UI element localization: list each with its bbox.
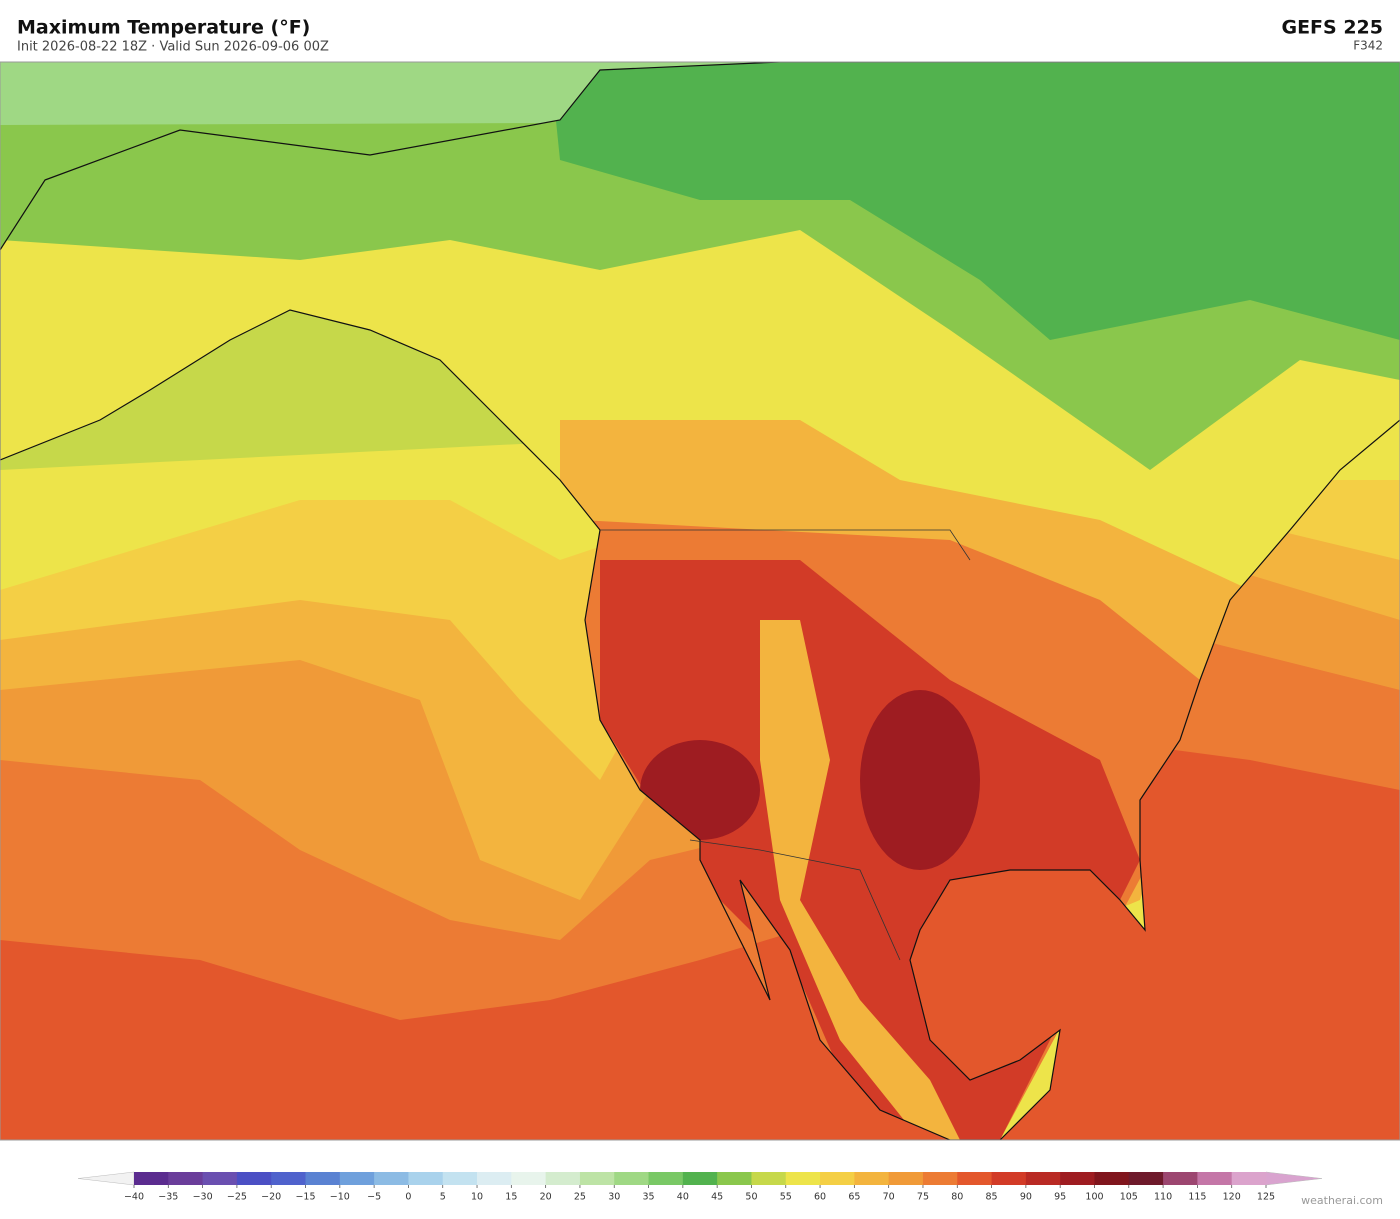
colorbar-tick-label: 10: [471, 1192, 483, 1203]
colorbar-bin: [1197, 1172, 1233, 1185]
colorbar-tick-label: 30: [608, 1192, 620, 1203]
colorbar-tick-label: 55: [780, 1192, 792, 1203]
forecast-hour: F342: [1353, 39, 1383, 53]
colorbar-bin: [1025, 1172, 1061, 1185]
title: Maximum Temperature (°F): [17, 17, 310, 39]
colorbar-bin: [477, 1172, 512, 1185]
colorbar-tick-label: 5: [440, 1192, 446, 1203]
colorbar-bin: [922, 1172, 958, 1185]
colorbar-tick-label: 125: [1257, 1192, 1275, 1203]
colorbar-bin: [614, 1172, 650, 1185]
colorbar-bin: [168, 1172, 204, 1185]
colorbar-under: [77, 1171, 135, 1186]
colorbar-bin: [820, 1172, 855, 1185]
colorbar-tick-label: −20: [261, 1192, 281, 1203]
land-band: [860, 690, 980, 870]
colorbar-tick-label: 80: [951, 1192, 963, 1203]
colorbar-tick-label: 115: [1188, 1192, 1206, 1203]
model-run: GEFS 225: [1281, 17, 1383, 39]
border: [689, 839, 901, 961]
land-band: [760, 620, 960, 1140]
border: [600, 529, 971, 561]
colorbar-bin: [1128, 1172, 1164, 1185]
map: [0, 62, 1400, 1140]
colorbar-bin: [271, 1172, 307, 1185]
colorbar-tick-label: 105: [1120, 1192, 1138, 1203]
colorbar-tick-label: 85: [986, 1192, 998, 1203]
map-frame: [0, 61, 1400, 1141]
colorbar-tick-label: 20: [540, 1192, 552, 1203]
colorbar-bin: [682, 1172, 718, 1185]
colorbar-bin: [339, 1172, 375, 1185]
colorbar-tick-label: 50: [745, 1192, 757, 1203]
colorbar-tick-label: 25: [574, 1192, 586, 1203]
colorbar-bin: [1163, 1172, 1198, 1185]
colorbar-tick-label: −30: [193, 1192, 213, 1203]
colorbar: −40 −35 −30 −25 −20 −15 −10 −5 0 5 10 15 20 25 30 35 40 4…: [77, 1171, 1323, 1203]
colorbar-bin: [579, 1172, 615, 1185]
colorbar-tick-label: −40: [124, 1192, 144, 1203]
colorbar-tick-label: 90: [1020, 1192, 1032, 1203]
colorbar-tick-label: 120: [1223, 1192, 1241, 1203]
colorbar-bin: [751, 1172, 787, 1185]
colorbar-bin: [511, 1172, 547, 1185]
colorbar-tick-label: 35: [642, 1192, 654, 1203]
colorbar-bin: [305, 1172, 341, 1185]
colorbar-bin: [134, 1172, 169, 1185]
colorbar-tick-label: −25: [227, 1192, 247, 1203]
colorbar-bin: [442, 1172, 478, 1185]
colorbar-bin: [236, 1172, 272, 1185]
colorbar-bin: [545, 1172, 581, 1185]
colorbar-tick-label: 40: [677, 1192, 689, 1203]
colorbar-tick-label: 65: [848, 1192, 860, 1203]
colorbar-bin: [991, 1172, 1027, 1185]
colorbar-bin: [785, 1172, 821, 1185]
colorbar-bin: [957, 1172, 993, 1185]
colorbar-tick-label: −5: [367, 1192, 381, 1203]
colorbar-tick-label: 15: [505, 1192, 517, 1203]
colorbar-over: [1265, 1171, 1323, 1186]
colorbar-bin: [1060, 1172, 1095, 1185]
colorbar-tick-label: 95: [1054, 1192, 1066, 1203]
colorbar-tick-label: 110: [1154, 1192, 1172, 1203]
subtitle: Init 2026-08-22 18Z · Valid Sun 2026-09-…: [17, 40, 329, 55]
colorbar-tick-label: −15: [295, 1192, 315, 1203]
colorbar-bin: [202, 1172, 238, 1185]
colorbar-tick-label: 70: [883, 1192, 895, 1203]
colorbar-tick-label: −35: [158, 1192, 178, 1203]
colorbar-bin: [1094, 1172, 1130, 1185]
colorbar-tick-label: 60: [814, 1192, 826, 1203]
colorbar-bin: [717, 1172, 752, 1185]
colorbar-bin: [374, 1172, 409, 1185]
colorbar-bin: [854, 1172, 890, 1185]
colorbar-bin: [408, 1172, 444, 1185]
colorbar-bin: [1231, 1172, 1267, 1185]
colorbar-bin: [888, 1172, 924, 1185]
land-band: [550, 62, 1400, 340]
colorbar-bin: [648, 1172, 684, 1185]
credit: weatherai.com: [1301, 1194, 1383, 1207]
colorbar-tick-label: −10: [330, 1192, 350, 1203]
colorbar-tick-label: 0: [405, 1192, 411, 1203]
colorbar-tick-label: 100: [1085, 1192, 1103, 1203]
colorbar-tick-label: 45: [711, 1192, 723, 1203]
colorbar-tick-label: 75: [917, 1192, 929, 1203]
